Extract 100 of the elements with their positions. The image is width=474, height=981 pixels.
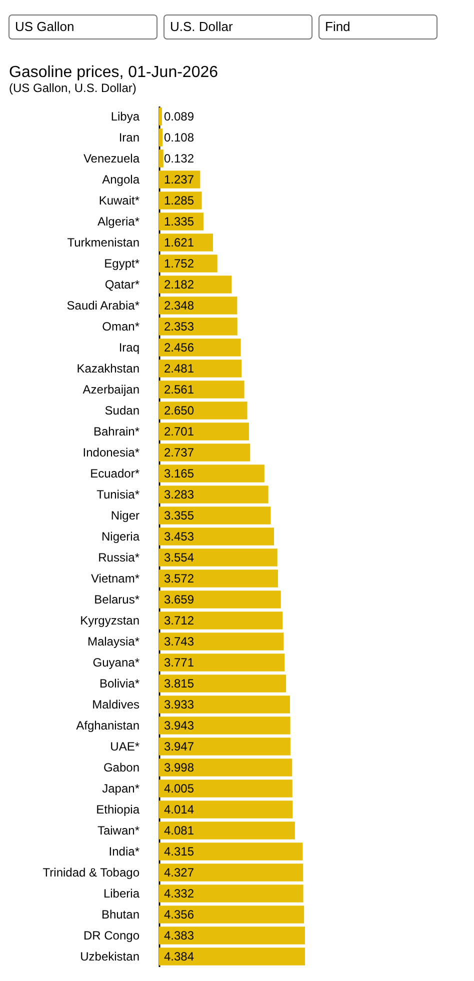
bar — [159, 234, 213, 252]
data-label: 4.014 — [164, 802, 194, 816]
bar — [159, 864, 304, 882]
data-label: 3.943 — [164, 718, 194, 732]
y-tick-label: Bahrain* — [93, 424, 140, 438]
data-label: 2.561 — [164, 382, 194, 396]
bar — [159, 254, 218, 272]
data-label: 0.108 — [164, 130, 194, 144]
bar — [159, 276, 232, 294]
data-label: 4.005 — [164, 782, 194, 796]
data-label: 3.355 — [164, 508, 194, 522]
y-tick-label: Tunisia* — [96, 488, 140, 502]
bar — [159, 528, 274, 546]
bar — [159, 318, 238, 336]
data-label: 2.456 — [164, 340, 194, 354]
bar — [159, 590, 281, 608]
bar — [159, 822, 295, 840]
bar — [159, 486, 268, 504]
bar — [159, 422, 249, 440]
data-label: 3.743 — [164, 634, 194, 648]
bar — [159, 884, 304, 902]
y-tick-label: Gabon — [103, 760, 140, 774]
y-tick-label: Azerbaijan — [82, 382, 140, 396]
y-tick-label: Indonesia* — [82, 446, 140, 460]
y-tick-label: Egypt* — [104, 256, 140, 270]
y-tick-label: Guyana* — [92, 656, 140, 670]
y-tick-label: Iraq — [118, 340, 140, 354]
data-label: 4.332 — [164, 886, 194, 900]
bar — [159, 150, 164, 168]
y-tick-label: Qatar* — [104, 278, 140, 292]
y-tick-label: Vietnam* — [91, 572, 140, 586]
y-tick-label: Oman* — [102, 320, 140, 334]
data-label: 3.771 — [164, 656, 194, 670]
bar — [159, 906, 304, 924]
y-tick-label: Belarus* — [94, 592, 140, 606]
data-label: 3.453 — [164, 530, 194, 544]
bar — [159, 338, 241, 356]
data-label: 0.089 — [164, 110, 194, 124]
y-tick-label: Taiwan* — [97, 824, 140, 838]
data-label: 3.554 — [164, 550, 194, 564]
y-tick-label: Trinidad & Tobago — [42, 866, 140, 880]
y-tick-label: Malaysia* — [87, 634, 140, 648]
bar — [159, 108, 162, 126]
data-label: 1.752 — [164, 256, 194, 270]
data-label: 3.283 — [164, 488, 194, 502]
data-label: 2.353 — [164, 320, 194, 334]
data-label: 1.621 — [164, 236, 194, 250]
data-label: 4.315 — [164, 844, 194, 858]
bar — [159, 128, 163, 146]
y-tick-label: Nigeria — [101, 530, 140, 544]
chart-title: Gasoline prices, 01-Jun-2026 — [9, 64, 218, 81]
data-label: 3.998 — [164, 760, 194, 774]
y-tick-label: Kyrgyzstan — [80, 614, 140, 628]
bar — [159, 948, 305, 966]
y-tick-label: Japan* — [102, 782, 140, 796]
y-tick-label: Algeria* — [97, 214, 140, 228]
data-label: 0.132 — [164, 152, 194, 166]
y-tick-label: Niger — [110, 508, 140, 522]
bar — [159, 738, 290, 756]
y-tick-label: UAE* — [110, 740, 140, 754]
y-tick-label: Russia* — [98, 550, 140, 564]
y-tick-label: Maldives — [92, 698, 140, 712]
bar — [159, 696, 290, 714]
bar — [159, 842, 303, 860]
bar — [159, 926, 305, 944]
data-label: 3.815 — [164, 676, 194, 690]
y-tick-label: Kazakhstan — [76, 362, 140, 376]
y-tick-label: India* — [108, 844, 140, 858]
chart-subtitle: (US Gallon, U.S. Dollar) — [9, 81, 136, 95]
bar — [159, 654, 285, 672]
bar — [159, 464, 264, 482]
data-label: 3.165 — [164, 466, 194, 480]
bar — [159, 296, 238, 314]
bar — [159, 570, 278, 588]
bar — [159, 360, 242, 378]
data-label: 2.481 — [164, 362, 194, 376]
data-label: 4.356 — [164, 908, 194, 922]
data-label: 3.659 — [164, 592, 194, 606]
bar — [159, 402, 248, 420]
bar — [159, 800, 293, 818]
bar — [159, 548, 278, 566]
data-label: 2.650 — [164, 404, 194, 418]
bar — [159, 716, 290, 734]
y-tick-label: Angola — [102, 172, 140, 186]
data-label: 3.933 — [164, 698, 194, 712]
y-tick-label: Liberia — [103, 886, 140, 900]
data-label: 1.237 — [164, 172, 194, 186]
data-label: 2.701 — [164, 424, 194, 438]
bar — [159, 380, 244, 398]
bar — [159, 612, 283, 630]
y-tick-label: Saudi Arabia* — [66, 298, 140, 312]
data-label: 4.383 — [164, 928, 194, 942]
data-label: 2.737 — [164, 446, 194, 460]
data-label: 3.947 — [164, 740, 194, 754]
data-label: 4.327 — [164, 866, 194, 880]
text: Find — [325, 19, 350, 34]
data-label: 3.712 — [164, 614, 194, 628]
y-tick-label: Uzbekistan — [80, 950, 140, 964]
data-label: 3.572 — [164, 572, 194, 586]
data-label: 1.335 — [164, 214, 194, 228]
